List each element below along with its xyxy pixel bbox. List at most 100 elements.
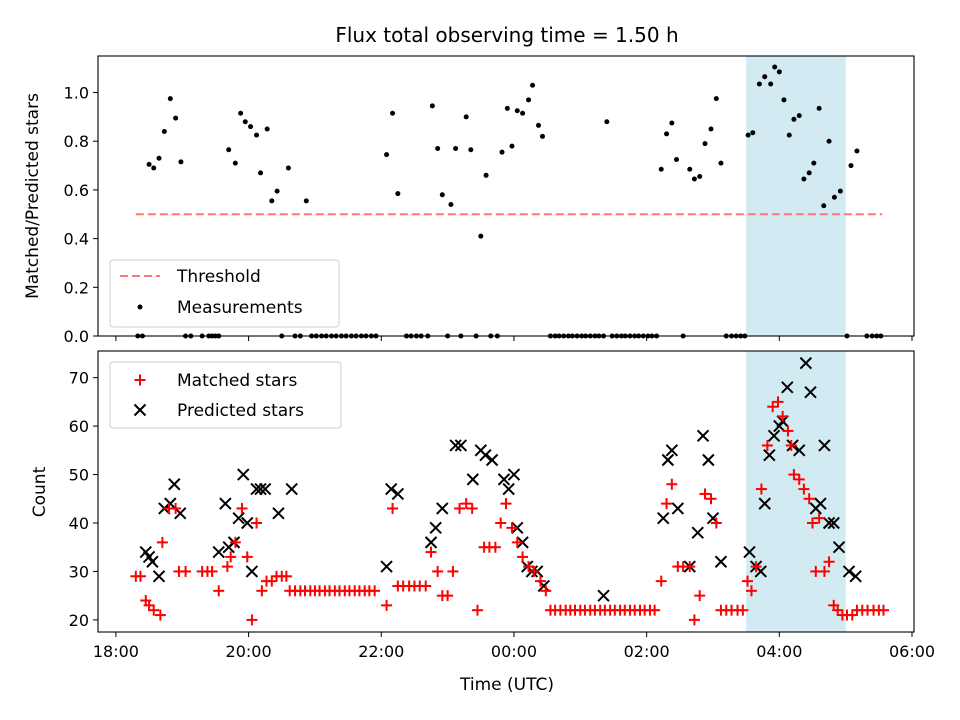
x-tick-label: 18:00: [93, 642, 139, 661]
legend-measurements-swatch: [137, 304, 143, 310]
predicted-point: [758, 497, 771, 510]
measurement-point: [801, 176, 807, 182]
predicted-point: [454, 439, 468, 452]
matched-point: [777, 410, 789, 422]
predicted-point: [232, 511, 245, 525]
measurement-point: [762, 74, 768, 80]
predicted-point: [245, 565, 259, 578]
predicted-point: [804, 385, 817, 399]
matched-point: [649, 604, 661, 616]
measurement-point: [390, 110, 396, 116]
measurement-point: [768, 81, 774, 87]
matched-point: [213, 585, 225, 597]
matched-point: [425, 546, 437, 558]
predicted-point: [272, 507, 285, 520]
matched-point: [489, 541, 501, 553]
predicted-point: [793, 444, 806, 457]
predicted-point: [424, 536, 438, 549]
predicted-point: [152, 570, 166, 583]
predicted-point: [507, 468, 521, 481]
measurement-point: [514, 108, 520, 114]
predicted-point: [168, 478, 181, 491]
matched-point: [236, 502, 248, 514]
predicted-point: [781, 381, 794, 394]
measurement-point: [664, 131, 670, 137]
predicted-point: [449, 439, 462, 452]
predicted-point: [827, 516, 840, 530]
predicted-point: [842, 565, 856, 578]
measurement-point: [285, 165, 291, 171]
x-tick-label: 20:00: [226, 642, 272, 661]
matched-point: [661, 498, 673, 510]
matched-point: [767, 401, 779, 413]
measurement-point: [264, 126, 270, 132]
matched-point: [511, 536, 523, 548]
legend-threshold-label: Threshold: [176, 267, 261, 287]
measurement-point: [691, 176, 697, 182]
predicted-point: [497, 473, 511, 486]
legend-matched-swatch: [134, 374, 146, 386]
matched-point: [517, 551, 529, 563]
measurement-point: [816, 105, 822, 111]
panel-ratio: 0.0 0.2 0.4 0.6 0.8 1.0 Matched/Predicted sta…: [23, 55, 915, 346]
predicted-point: [385, 482, 398, 496]
predicted-point: [285, 482, 298, 496]
measurement-point: [269, 198, 275, 204]
measurement-point: [248, 124, 254, 130]
x-tick-label: 06:00: [889, 642, 935, 661]
highlight-band: [746, 351, 846, 632]
measurement-point: [539, 133, 545, 139]
measurement-point: [526, 97, 532, 103]
measurement-point: [831, 194, 837, 200]
measurement-point: [499, 149, 505, 155]
predicted-point: [380, 560, 393, 573]
measurement-point: [786, 132, 792, 138]
measurement-point: [756, 81, 762, 87]
predicted-point: [671, 502, 685, 515]
predicted-point: [743, 545, 756, 559]
matched-point: [280, 570, 292, 582]
chart-title: Flux total observing time = 1.50 h: [335, 23, 678, 47]
measurement-point: [713, 96, 719, 102]
matched-point: [225, 551, 237, 563]
measurement-point: [687, 166, 693, 172]
measurement-point: [796, 113, 802, 119]
legend-count-box: [109, 361, 342, 429]
measurement-point: [173, 115, 179, 121]
measurement-point: [536, 122, 542, 128]
legend-predicted-label: Predicted stars: [177, 401, 304, 421]
measurement-point: [429, 103, 435, 109]
matched-point: [369, 585, 381, 597]
matched-point: [705, 493, 717, 505]
measurement-point: [854, 148, 860, 154]
matched-point: [772, 396, 784, 408]
y-tick-label: 70: [69, 369, 89, 388]
measurement-point: [238, 110, 244, 116]
matched-point: [694, 590, 706, 602]
predicted-point: [763, 448, 776, 462]
matched-point: [788, 469, 800, 481]
legend-ratio: Threshold Measurements: [109, 259, 340, 328]
legend-measurements-label: Measurements: [177, 298, 303, 318]
measurement-point: [708, 126, 714, 132]
measurement-point: [821, 203, 827, 209]
measurement-point: [303, 198, 309, 204]
matched-point: [381, 599, 393, 611]
measurement-point: [772, 64, 778, 70]
matched-point: [442, 590, 454, 602]
predicted-point: [691, 526, 704, 539]
y-tick-label: 20: [69, 611, 89, 630]
measurement-point: [811, 160, 817, 166]
measurement-point: [439, 192, 445, 198]
predicted-point: [822, 516, 836, 530]
matched-point: [803, 493, 815, 505]
measurement-point: [673, 156, 679, 162]
panel-ratio-axes: 0.0 0.2 0.4 0.6 0.8 1.0: [64, 84, 913, 346]
measurement-point: [151, 165, 157, 171]
predicted-point: [502, 482, 515, 496]
panel-count-axes: 20 30 40 50 60 70 18:00 20:00 22:00 00:00 02:00 04:…: [69, 369, 935, 661]
y-tick-label: 0.8: [64, 132, 89, 151]
matched-point: [229, 536, 241, 548]
measurement-point: [806, 170, 812, 176]
